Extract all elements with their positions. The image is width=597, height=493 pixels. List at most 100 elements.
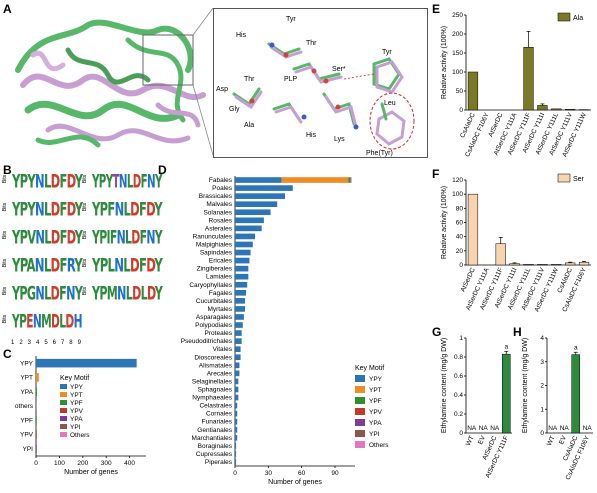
legend-label: Others: [369, 442, 389, 449]
y-tick-label: Malvales: [206, 201, 232, 208]
bar-ypt: [36, 373, 39, 382]
bar-ypy: [235, 185, 293, 191]
legend-swatch: [60, 416, 67, 421]
y-tick-label: 40: [456, 234, 464, 241]
bar-ypy: [235, 249, 251, 256]
y-tick-label: 1: [540, 406, 544, 413]
bar-ypv: [36, 430, 37, 439]
logo-y-label: Bits: [2, 202, 9, 212]
bar-ypy: [235, 354, 241, 361]
y-tick-label: 120: [452, 177, 463, 184]
bar-ypy: [235, 289, 247, 296]
bar-annotation: NA: [560, 425, 570, 432]
bar-ypa: [36, 387, 37, 396]
bar-ypy: [235, 386, 239, 393]
logo-sequence: YPGNLDFNY: [12, 282, 83, 304]
y-axis-label: Relative activity (100%): [441, 26, 448, 99]
bar-ypy: [235, 209, 271, 216]
y-tick-label: Arecales: [207, 370, 233, 377]
y-tick-label: Cucurbitales: [196, 298, 233, 305]
legend-title: Key Motif: [60, 375, 89, 382]
x-tick-label: 0: [233, 470, 237, 477]
legend-label: YPY: [369, 376, 383, 383]
bar-ypy: [235, 257, 250, 264]
x-tick-label: WT: [546, 435, 557, 447]
y-tick-label: Solanales: [203, 209, 232, 216]
logo-sequence: YPANLDFRY: [12, 254, 83, 276]
legend-swatch: [355, 408, 365, 415]
y-tick-label: 0.4: [454, 392, 463, 399]
y-tick-label: YPF: [20, 417, 33, 424]
logo-sequence: YPVNLDFDY: [12, 226, 83, 248]
logo-y-label: Bits: [82, 230, 89, 240]
legend-swatch: [355, 397, 365, 404]
y-axis-label: Ethylamine content (mg/g DW): [441, 338, 448, 433]
bar-ypy: [235, 418, 238, 425]
residue-label: Gly: [229, 106, 240, 113]
bar-ypy: [235, 346, 241, 353]
panel-label-h: H: [513, 325, 522, 339]
bar: [551, 264, 562, 266]
y-tick-label: Sphagnales: [198, 386, 233, 393]
y-axis-label: Ethylamine content (mg/g DW): [522, 338, 529, 433]
legend-label: YPI: [70, 424, 81, 431]
residue-label: PLP: [284, 76, 298, 83]
x-axis-label: Number of genes: [268, 479, 322, 486]
bar-ypy: [235, 193, 285, 199]
bar-ypy: [235, 370, 240, 377]
x-tick-label: 90: [331, 470, 339, 477]
legend-label: Others: [70, 432, 90, 439]
y-tick-label: 250: [452, 12, 463, 19]
bar: [537, 105, 548, 111]
legend-swatch: [60, 408, 67, 413]
y-tick-label: 80: [456, 205, 464, 212]
y-tick-label: Dioscoreales: [194, 354, 232, 361]
bar-ypy: [235, 394, 239, 401]
logo-sequence: YPIFNLDFNY: [92, 226, 163, 248]
logo-sequence: YPFNLDFDY: [92, 198, 163, 220]
x-tick-label: 0: [34, 460, 38, 467]
bar-ypy: [235, 426, 238, 433]
active-site-drawing: Tyr His Thr Tyr Asp Thr PLP Ser* Leu Gly…: [216, 16, 415, 157]
legend-swatch: [355, 419, 365, 426]
y-tick-label: YPA: [20, 389, 33, 396]
x-tick: 2: [19, 340, 23, 346]
y-tick-label: 0.6: [454, 373, 463, 380]
bar-others: [36, 401, 37, 411]
x-tick-label: 400: [124, 460, 135, 467]
y-tick-label: 150: [452, 50, 463, 57]
panel-label-c: C: [3, 347, 12, 361]
bar: [551, 108, 562, 111]
y-tick-label: others: [15, 403, 34, 410]
logo-sequence: YPLNLDFDY: [92, 254, 163, 276]
panel-label-f: F: [432, 167, 440, 181]
y-tick-label: 20: [456, 248, 464, 255]
y-tick-label: Lamiales: [206, 274, 233, 281]
bar-ypi: [36, 444, 37, 454]
bar-ypy: [235, 233, 255, 240]
panel-label-d: D: [158, 163, 167, 177]
legend-label: Ala: [573, 15, 583, 22]
bar-ypy: [235, 314, 244, 320]
legend-label: YPT: [369, 387, 382, 394]
bar: [523, 264, 534, 266]
y-tick-label: Fagales: [209, 290, 233, 297]
y-axis-label: Relative activity (100%): [441, 186, 448, 259]
bar-ypf: [348, 177, 351, 183]
legend-label: YPI: [369, 431, 380, 438]
y-tick-label: Sapindales: [200, 250, 233, 257]
residue-label: Asp: [216, 86, 228, 93]
y-tick-label: 4: [540, 335, 544, 342]
bar-ypy: [235, 459, 237, 465]
legend-swatch: [60, 432, 67, 437]
bar-ypy: [235, 402, 238, 409]
x-tick: 8: [69, 340, 73, 346]
x-tick-label: 200: [77, 460, 88, 467]
bar: [501, 353, 511, 434]
x-tick-label: 100: [54, 460, 65, 467]
residue-label: Tyr: [382, 49, 392, 56]
x-tick: 6: [52, 340, 56, 346]
